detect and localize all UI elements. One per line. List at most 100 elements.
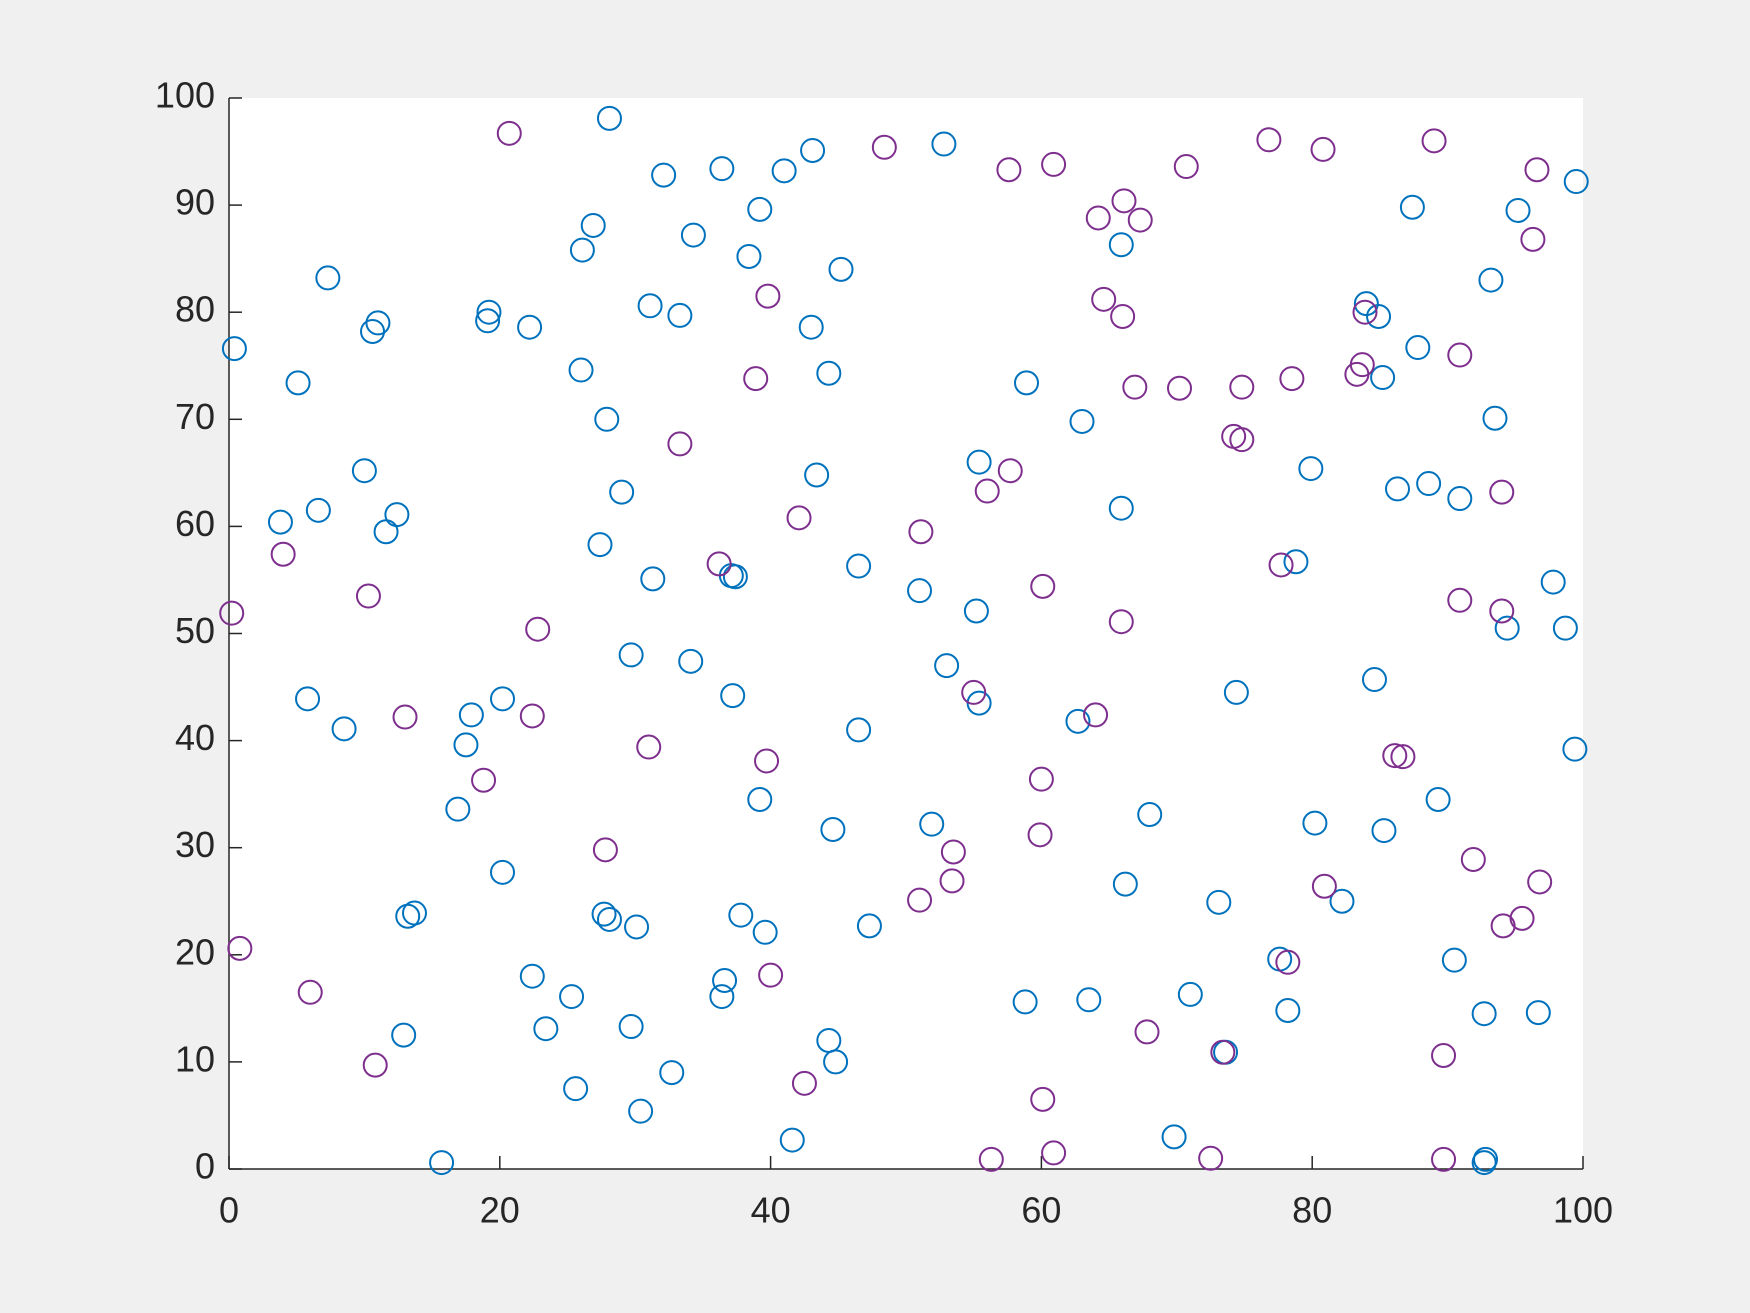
- point: [1012, 989, 1038, 1015]
- point: [1441, 947, 1467, 973]
- point: [736, 244, 762, 270]
- point: [786, 505, 812, 531]
- point: [1127, 207, 1153, 233]
- point: [722, 564, 748, 590]
- point: [219, 600, 245, 626]
- point: [1177, 981, 1203, 1007]
- point: [1447, 587, 1473, 613]
- y-tick-label: 30: [175, 824, 215, 865]
- x-tick-label: 0: [219, 1190, 239, 1231]
- point: [791, 1070, 817, 1096]
- point: [221, 336, 247, 362]
- point: [1489, 479, 1515, 505]
- point: [592, 837, 618, 863]
- point: [1298, 456, 1324, 482]
- y-tick-label: 10: [175, 1038, 215, 1079]
- point: [591, 901, 617, 927]
- point: [471, 767, 497, 793]
- point: [569, 237, 595, 263]
- point: [709, 156, 735, 182]
- point: [1041, 151, 1067, 177]
- point: [1370, 365, 1396, 391]
- point: [609, 479, 635, 505]
- point: [651, 162, 677, 188]
- point: [712, 968, 738, 994]
- point: [392, 704, 418, 730]
- point: [458, 702, 484, 728]
- point: [931, 131, 957, 157]
- y-tick-label: 20: [175, 931, 215, 972]
- point: [496, 120, 522, 146]
- point: [752, 919, 778, 945]
- point: [401, 900, 427, 926]
- point: [974, 478, 1000, 504]
- point: [743, 366, 769, 392]
- point: [1122, 374, 1148, 400]
- point: [1275, 997, 1301, 1023]
- point: [1405, 335, 1431, 361]
- point: [1425, 787, 1451, 813]
- point: [362, 1052, 388, 1078]
- point: [978, 1146, 1004, 1172]
- point: [709, 984, 735, 1010]
- y-tick-label: 0: [195, 1146, 215, 1187]
- point: [1283, 549, 1309, 575]
- point: [1520, 226, 1546, 252]
- point: [1489, 598, 1515, 624]
- point: [961, 679, 987, 705]
- point: [1524, 157, 1550, 183]
- point: [1085, 205, 1111, 231]
- point: [1137, 801, 1163, 827]
- point: [1091, 286, 1117, 312]
- point: [1210, 1039, 1236, 1065]
- point: [391, 1022, 417, 1048]
- point: [476, 299, 502, 325]
- y-tick-label: 60: [175, 503, 215, 544]
- point: [636, 734, 662, 760]
- point: [934, 653, 960, 679]
- point: [1108, 495, 1134, 521]
- point: [1229, 427, 1255, 453]
- point: [846, 717, 872, 743]
- point: [1110, 303, 1136, 329]
- point: [270, 541, 296, 567]
- point: [580, 212, 606, 238]
- point: [1112, 871, 1138, 897]
- y-tick-label: 40: [175, 717, 215, 758]
- point: [295, 686, 321, 712]
- point: [997, 458, 1023, 484]
- point: [1494, 615, 1520, 641]
- point: [1076, 987, 1102, 1013]
- point: [800, 137, 826, 163]
- point: [227, 935, 253, 961]
- point: [907, 887, 933, 913]
- point: [1473, 1146, 1499, 1172]
- point: [1111, 188, 1137, 214]
- point: [728, 902, 754, 928]
- point: [1030, 1086, 1056, 1112]
- point: [628, 1098, 654, 1124]
- point: [587, 532, 613, 558]
- x-tick-label: 80: [1292, 1190, 1332, 1231]
- point: [754, 748, 780, 774]
- point: [1041, 1140, 1067, 1166]
- point: [1108, 609, 1134, 635]
- y-tick-label: 70: [175, 396, 215, 437]
- point: [351, 458, 377, 484]
- point: [1471, 1001, 1497, 1027]
- point: [1352, 299, 1378, 325]
- point: [1014, 370, 1040, 396]
- point: [490, 859, 516, 885]
- point: [1527, 869, 1553, 895]
- point: [1198, 1145, 1224, 1171]
- point: [559, 984, 585, 1010]
- point: [360, 318, 386, 344]
- point: [1563, 169, 1589, 195]
- point: [475, 308, 501, 334]
- point: [1366, 303, 1392, 329]
- point: [996, 157, 1022, 183]
- point: [355, 583, 381, 609]
- point: [1482, 405, 1508, 431]
- point: [568, 357, 594, 383]
